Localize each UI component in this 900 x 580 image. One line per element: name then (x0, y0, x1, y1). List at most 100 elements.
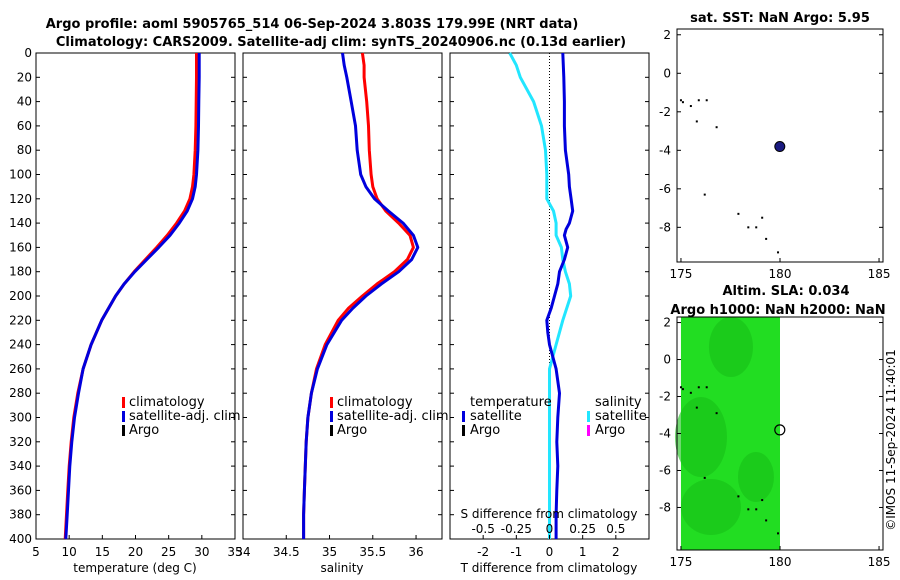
x-tick-label: 25 (161, 545, 176, 559)
x-tick-label: 20 (128, 545, 143, 559)
x-tick-label: 5 (32, 545, 40, 559)
map-x-tick-label: 175 (670, 555, 693, 569)
difference-legend: temperature satellite Argo salinity sate… (462, 395, 647, 438)
sst-map-panel: sat. SST: NaN Argo: 5.95 175 180 185 2 0 -2 -4… (659, 11, 890, 281)
x-tick-label: 35.5 (359, 545, 386, 559)
y-tick-label: 220 (9, 313, 32, 327)
salinity-legend-satellite: satellite-adj. clim (337, 409, 449, 424)
map-y-tick-label: -4 (659, 143, 671, 157)
x-tick-label: 35 (227, 545, 242, 559)
y-tick-label: 20 (17, 70, 32, 84)
y-tick-label: 180 (9, 265, 32, 279)
island-dot (705, 99, 708, 102)
island-dot (715, 126, 718, 129)
x-tick-label: -2 (477, 545, 489, 559)
sla-map-plot-area: 175 180 185 2 0 -2 -4 -6 -8 (659, 316, 890, 569)
diff-legend-sal-argo: Argo (595, 423, 625, 438)
island-dot (679, 386, 682, 389)
map-x-tick-label: 180 (769, 555, 792, 569)
salinity-legend-climatology: climatology (337, 395, 413, 410)
s-diff-tick-label: -0.25 (501, 522, 532, 536)
s-diff-tick-label: 0 (546, 522, 554, 536)
x-tick-label: 35 (322, 545, 337, 559)
map-y-tick-label: -6 (659, 463, 671, 477)
y-tick-label: 120 (9, 192, 32, 206)
map-y-tick-label: -8 (659, 500, 671, 514)
y-tick-label: 0 (24, 46, 32, 60)
argo-position-marker (774, 424, 786, 436)
sla-field-patch (680, 479, 741, 535)
sla-map-panel: Altim. SLA: 0.034 Argo h1000: NaN h2000:… (659, 284, 890, 569)
island-dot (703, 193, 706, 196)
y-tick-label: 320 (9, 435, 32, 449)
salinity-line-climatology (302, 52, 415, 539)
sla-field-patch (674, 397, 727, 477)
legend-argo-swatch (122, 425, 125, 436)
x-tick-label: 10 (62, 545, 77, 559)
x-tick-label: 34 (235, 545, 250, 559)
legend-satellite-swatch (122, 411, 125, 422)
salinity-legend: climatology satellite-adj. clim Argo (330, 395, 449, 438)
map-y-tick-label: 2 (663, 316, 671, 330)
y-tick-label: 360 (9, 483, 32, 497)
s-diff-tick-label: -0.5 (471, 522, 494, 536)
sst-map-plot-area: 175 180 185 2 0 -2 -4 -6 -8 (659, 28, 890, 281)
imos-credit: ©IMOS 11-Sep-2024 11:40:01 (884, 349, 898, 531)
legend-temp-argo-swatch (462, 425, 465, 436)
temperature-panel: temperature (deg C) climatology satellit… (9, 46, 243, 575)
temperature-xlabel: temperature (deg C) (73, 561, 196, 575)
y-tick-label: 80 (17, 143, 32, 157)
map-y-tick-label: -8 (659, 220, 671, 234)
argo-position-marker (774, 141, 786, 153)
salinity-line-satellite (302, 52, 420, 539)
map-y-tick-label: -2 (659, 105, 671, 119)
y-tick-label: 300 (9, 411, 32, 425)
difference-xlabel: T difference from climatology (460, 561, 638, 575)
y-tick-label: 280 (9, 386, 32, 400)
map-x-tick-label: 185 (868, 555, 891, 569)
map-y-tick-label: -6 (659, 182, 671, 196)
temperature-axes-frame (35, 52, 236, 540)
sla-field-patch (708, 317, 753, 377)
x-tick-label: 34.5 (273, 545, 300, 559)
x-tick-label: 30 (194, 545, 209, 559)
map-y-tick-label: 0 (663, 353, 671, 367)
y-tick-label: 240 (9, 338, 32, 352)
diff-legend-temp-argo: Argo (470, 423, 500, 438)
x-tick-label: 1 (579, 545, 587, 559)
temperature-legend-climatology: climatology (129, 395, 205, 410)
salinity-xlabel: salinity (320, 561, 363, 575)
diff-legend-salinity-title: salinity (595, 395, 642, 410)
y-tick-label: 200 (9, 289, 32, 303)
difference-plot-area (508, 52, 575, 539)
legend-temp-satellite-swatch (462, 411, 465, 422)
y-tick-label: 100 (9, 168, 32, 182)
island-dot (697, 99, 700, 102)
temperature-plot-area (63, 53, 201, 540)
salinity-plot-area (302, 52, 420, 539)
difference-s-xlabel: S difference from climatology (461, 507, 638, 521)
y-tick-label: 400 (9, 532, 32, 546)
temperature-legend-argo: Argo (129, 423, 159, 438)
s-diff-tick-label: 0.5 (606, 522, 625, 536)
y-tick-label: 340 (9, 459, 32, 473)
y-tick-label: 140 (9, 216, 32, 230)
island-dot (761, 499, 764, 502)
difference-s-ticklabels: -0.5 -0.25 0 0.25 0.5 (471, 522, 625, 536)
map-y-tick-label: -4 (659, 427, 671, 441)
map-y-tick-label: -2 (659, 390, 671, 404)
island-dot (715, 412, 718, 415)
y-tick-label: 160 (9, 240, 32, 254)
island-dot (737, 495, 740, 498)
x-tick-label: 15 (95, 545, 110, 559)
difference-line-salinity-satellite (508, 52, 573, 539)
island-dot (747, 226, 750, 229)
island-dot (765, 519, 768, 522)
island-dot (703, 476, 706, 479)
difference-panel: T difference from climatology S differen… (449, 52, 650, 575)
salinity-panel: salinity climatology satellite-adj. clim… (235, 52, 449, 575)
x-tick-label: 0 (546, 545, 554, 559)
diff-legend-temperature-title: temperature (470, 395, 552, 410)
s-diff-tick-label: 0.25 (569, 522, 596, 536)
